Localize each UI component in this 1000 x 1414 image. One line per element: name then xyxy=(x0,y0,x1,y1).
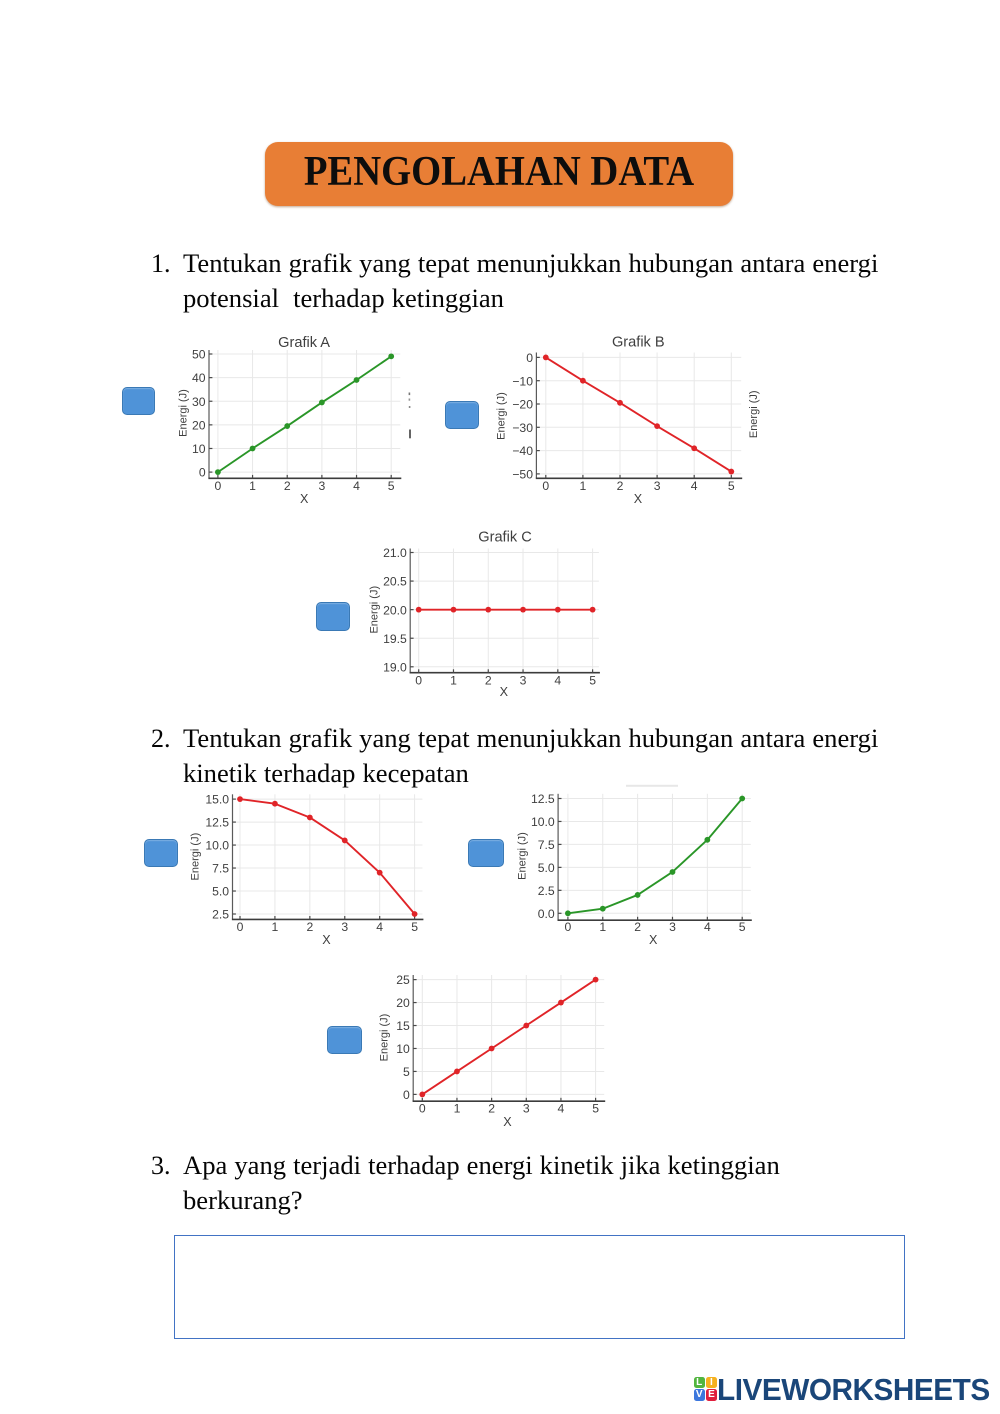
svg-text:5: 5 xyxy=(592,1102,599,1116)
svg-text:4: 4 xyxy=(691,479,698,493)
svg-text:3: 3 xyxy=(669,920,676,934)
svg-text:3: 3 xyxy=(318,479,325,493)
svg-text:19.5: 19.5 xyxy=(383,632,407,646)
svg-text:1: 1 xyxy=(450,674,457,688)
svg-text:−50: −50 xyxy=(512,468,533,482)
svg-text:5: 5 xyxy=(728,479,735,493)
svg-text:X: X xyxy=(300,492,309,506)
svg-text:5: 5 xyxy=(411,920,418,934)
svg-text:20.5: 20.5 xyxy=(383,575,407,589)
svg-text:3: 3 xyxy=(341,920,348,934)
svg-text:Energi (J): Energi (J) xyxy=(379,1014,391,1062)
svg-text:1: 1 xyxy=(454,1102,461,1116)
svg-text:19.0: 19.0 xyxy=(383,660,407,674)
svg-text:1: 1 xyxy=(272,920,279,934)
svg-text:4: 4 xyxy=(558,1102,565,1116)
svg-text:Energi (J): Energi (J) xyxy=(496,392,508,440)
svg-text:2.5: 2.5 xyxy=(538,884,555,898)
svg-text:0: 0 xyxy=(526,351,533,365)
svg-text:4: 4 xyxy=(704,920,711,934)
svg-text:0: 0 xyxy=(199,466,206,480)
svg-text:3: 3 xyxy=(523,1102,530,1116)
svg-text:10.0: 10.0 xyxy=(531,815,555,829)
svg-text:2: 2 xyxy=(306,920,313,934)
svg-text:0: 0 xyxy=(415,674,422,688)
svg-text:30: 30 xyxy=(192,395,206,409)
svg-text:15.0: 15.0 xyxy=(205,793,229,807)
svg-text:Grafik B: Grafik B xyxy=(612,335,665,351)
svg-text:X: X xyxy=(322,933,331,947)
svg-text:Grafik A: Grafik A xyxy=(278,335,330,351)
svg-text:−20: −20 xyxy=(512,398,533,412)
svg-text:3: 3 xyxy=(520,674,527,688)
svg-text:2: 2 xyxy=(634,920,641,934)
svg-text:0: 0 xyxy=(542,479,549,493)
svg-text:X: X xyxy=(500,685,509,699)
svg-text:Energi (J): Energi (J) xyxy=(516,832,528,880)
svg-text:12.5: 12.5 xyxy=(531,792,555,806)
svg-text:20: 20 xyxy=(192,418,206,432)
svg-text:2: 2 xyxy=(617,479,624,493)
svg-text:0: 0 xyxy=(403,1088,410,1102)
svg-text:0: 0 xyxy=(215,479,222,493)
svg-text:0: 0 xyxy=(419,1102,426,1116)
svg-text:3: 3 xyxy=(654,479,661,493)
svg-text:2: 2 xyxy=(485,674,492,688)
svg-text:Energi (J): Energi (J) xyxy=(369,586,381,634)
svg-text:Energi (J): Energi (J) xyxy=(748,390,760,438)
svg-text:5: 5 xyxy=(739,920,746,934)
svg-text:10: 10 xyxy=(396,1042,410,1056)
svg-text:0: 0 xyxy=(565,920,572,934)
svg-text:5.0: 5.0 xyxy=(538,861,555,875)
svg-text:7.5: 7.5 xyxy=(212,862,229,876)
svg-text:25: 25 xyxy=(396,973,410,987)
svg-text:−30: −30 xyxy=(512,421,533,435)
svg-text:12.5: 12.5 xyxy=(205,816,229,830)
svg-text:4: 4 xyxy=(353,479,360,493)
svg-text:0: 0 xyxy=(237,920,244,934)
svg-text:2.5: 2.5 xyxy=(212,908,229,922)
svg-text:5: 5 xyxy=(388,479,395,493)
svg-text:1: 1 xyxy=(580,479,587,493)
svg-text:50: 50 xyxy=(192,348,206,362)
svg-text:0.0: 0.0 xyxy=(538,907,555,921)
svg-text:15: 15 xyxy=(396,1019,410,1033)
svg-text:5: 5 xyxy=(589,674,596,688)
svg-text:−10: −10 xyxy=(512,374,533,388)
svg-text:Energi (J): Energi (J) xyxy=(189,833,201,881)
svg-text:1: 1 xyxy=(599,920,606,934)
svg-text:2: 2 xyxy=(488,1102,495,1116)
svg-text:4: 4 xyxy=(376,920,383,934)
svg-text:40: 40 xyxy=(192,371,206,385)
svg-text:5: 5 xyxy=(403,1065,410,1079)
svg-text:4: 4 xyxy=(554,674,561,688)
svg-text:Grafik C: Grafik C xyxy=(478,530,532,546)
svg-text:X: X xyxy=(649,933,658,947)
svg-text:7.5: 7.5 xyxy=(538,838,555,852)
svg-text:20: 20 xyxy=(396,996,410,1010)
svg-text:−40: −40 xyxy=(512,444,533,458)
svg-text:X: X xyxy=(503,1115,512,1129)
svg-text:X: X xyxy=(634,492,643,506)
svg-text:2: 2 xyxy=(284,479,291,493)
svg-text:10.0: 10.0 xyxy=(205,839,229,853)
svg-text:5.0: 5.0 xyxy=(212,885,229,899)
svg-text:10: 10 xyxy=(192,442,206,456)
svg-text:21.0: 21.0 xyxy=(383,546,407,560)
svg-text:Energi (J): Energi (J) xyxy=(177,389,189,437)
svg-text:1: 1 xyxy=(249,479,256,493)
svg-text:20.0: 20.0 xyxy=(383,603,407,617)
